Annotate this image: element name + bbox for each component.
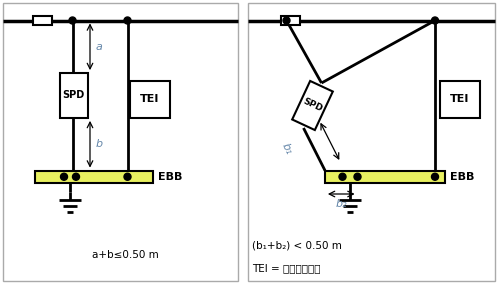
Bar bbox=[325, 170, 445, 183]
Circle shape bbox=[72, 173, 80, 180]
Bar bbox=[440, 80, 480, 118]
Text: b₂: b₂ bbox=[335, 199, 347, 209]
Text: EBB: EBB bbox=[450, 172, 474, 182]
Text: EBB: EBB bbox=[158, 172, 182, 182]
Circle shape bbox=[124, 17, 131, 24]
Bar bbox=[248, 3, 495, 280]
Circle shape bbox=[283, 17, 290, 24]
Circle shape bbox=[60, 173, 68, 180]
Text: TEI: TEI bbox=[450, 94, 469, 104]
Circle shape bbox=[124, 173, 131, 180]
Text: TEI: TEI bbox=[140, 94, 160, 104]
Text: b₁: b₁ bbox=[280, 142, 294, 157]
Bar bbox=[130, 80, 170, 118]
Text: a+b≤0.50 m: a+b≤0.50 m bbox=[92, 250, 158, 260]
Bar bbox=[60, 73, 88, 118]
Bar bbox=[280, 16, 299, 25]
Circle shape bbox=[432, 173, 438, 180]
Bar bbox=[2, 3, 238, 280]
Circle shape bbox=[432, 17, 438, 24]
Text: (b₁+b₂) < 0.50 m: (b₁+b₂) < 0.50 m bbox=[252, 241, 342, 250]
Circle shape bbox=[354, 173, 361, 180]
Text: SPD: SPD bbox=[302, 97, 324, 114]
Text: a: a bbox=[96, 42, 102, 52]
Text: TEI = 终端设备接口: TEI = 终端设备接口 bbox=[252, 263, 321, 273]
Text: SPD: SPD bbox=[62, 91, 85, 100]
Bar bbox=[33, 16, 52, 25]
Bar bbox=[35, 170, 152, 183]
Bar bbox=[292, 81, 333, 130]
Text: b: b bbox=[96, 139, 102, 149]
Circle shape bbox=[69, 17, 76, 24]
Circle shape bbox=[339, 173, 346, 180]
